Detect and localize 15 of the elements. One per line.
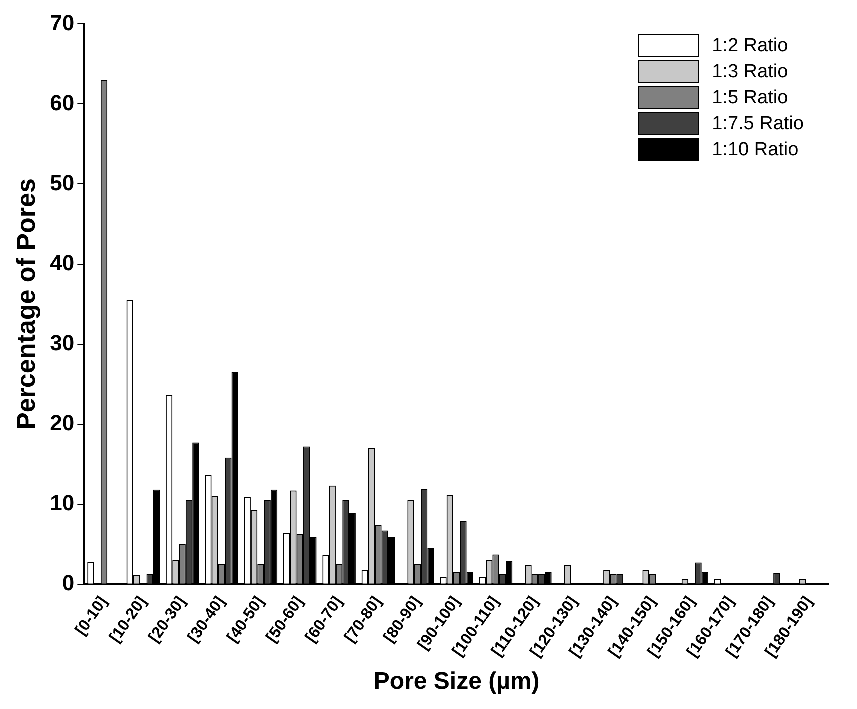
y-tick-label: 0 [62, 570, 75, 596]
legend-label: 1:3 Ratio [712, 61, 788, 82]
y-tick-label: 50 [50, 170, 75, 196]
legend-label: 1:2 Ratio [712, 35, 788, 56]
legend-label: 1:10 Ratio [712, 139, 799, 160]
x-axis-title: Pore Size (µm) [374, 668, 540, 696]
y-tick-label: 60 [50, 90, 75, 116]
y-tick-label: 70 [50, 10, 75, 36]
legend-label: 1:5 Ratio [712, 87, 788, 108]
legend-label: 1:7.5 Ratio [712, 113, 804, 134]
y-axis-title: Percentage of Pores [10, 178, 41, 430]
y-tick-label: 40 [50, 250, 75, 276]
y-tick-label: 10 [50, 490, 75, 516]
y-tick-label: 20 [50, 410, 75, 436]
y-tick-label: 30 [50, 330, 75, 356]
